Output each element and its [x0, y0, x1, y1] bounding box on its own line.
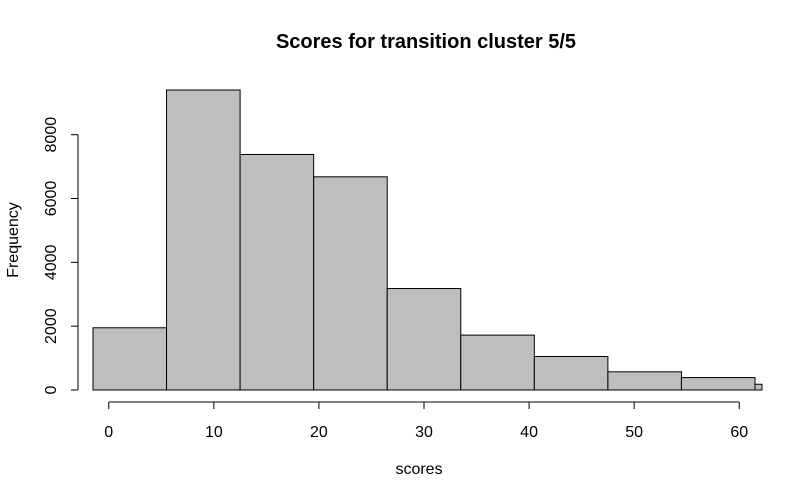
- histogram-bar: [680, 377, 756, 391]
- y-tick-label: 4000: [43, 244, 60, 280]
- x-axis-label: scores: [395, 461, 442, 478]
- y-tick-label: 0: [43, 385, 60, 394]
- histogram-bar: [313, 176, 388, 391]
- histogram-bar: [92, 327, 168, 391]
- x-tick-label: 30: [415, 424, 433, 441]
- y-axis-label: Frequency: [5, 202, 22, 278]
- x-tick-label: 0: [104, 424, 113, 441]
- histogram-bar: [166, 89, 241, 391]
- x-tick-label: 10: [205, 424, 223, 441]
- x-axis: 0 10 20 30 40 50 60: [104, 401, 748, 441]
- x-tick-label: 20: [310, 424, 328, 441]
- histogram-bar: [607, 371, 682, 391]
- x-tick-label: 60: [730, 424, 748, 441]
- y-tick-label: 6000: [43, 181, 60, 217]
- histogram-bar: [460, 334, 535, 391]
- y-tick-label: 2000: [43, 308, 60, 344]
- x-tick-label: 40: [520, 424, 538, 441]
- histogram-bar: [533, 355, 609, 391]
- y-tick-label: 8000: [43, 117, 60, 153]
- x-tick-label: 50: [625, 424, 643, 441]
- histogram-bar: [754, 383, 763, 391]
- y-axis: 0 2000 4000 6000 8000: [43, 117, 79, 394]
- bars-group: [92, 89, 763, 391]
- histogram-bar: [239, 153, 315, 391]
- chart-title: Scores for transition cluster 5/5: [276, 31, 576, 53]
- histogram-bar: [386, 288, 462, 391]
